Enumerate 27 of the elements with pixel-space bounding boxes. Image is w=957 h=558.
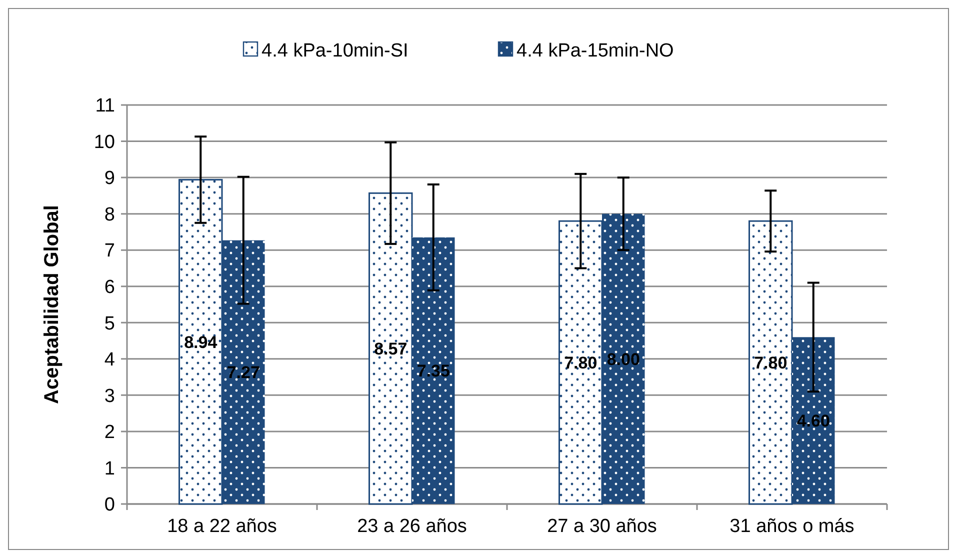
- x-tick-label: 27 a 30 años: [547, 516, 657, 537]
- x-tick-label: 23 a 26 años: [357, 516, 467, 537]
- data-label: 7.80: [754, 353, 788, 372]
- data-label: 8.57: [374, 340, 408, 359]
- x-tick-label: 18 a 22 años: [167, 516, 277, 537]
- data-label: 7.35: [416, 362, 450, 381]
- y-tick-label: 1: [104, 458, 115, 480]
- data-label: 8.94: [184, 332, 218, 352]
- y-tick-label: 0: [104, 494, 115, 516]
- y-tick-label: 5: [104, 313, 115, 334]
- y-tick-label: 4: [104, 350, 116, 371]
- legend-label: 4.4 kPa-15min-NO: [516, 40, 674, 62]
- y-tick-label: 10: [94, 132, 115, 153]
- legend-label: 4.4 kPa-10min-SI: [262, 40, 408, 62]
- x-tick-label: 31 años o más: [730, 516, 854, 537]
- y-tick-label: 9: [104, 168, 115, 190]
- y-tick-label: 6: [104, 277, 115, 298]
- y-axis-title: Aceptabilidad Global: [41, 205, 63, 404]
- y-tick-label: 7: [104, 240, 115, 262]
- data-label: 7.80: [564, 353, 598, 372]
- y-tick-label: 8: [104, 204, 115, 226]
- data-label: 8.00: [606, 350, 640, 369]
- data-label: 4.60: [796, 412, 830, 431]
- data-label: 7.27: [226, 363, 260, 382]
- y-tick-label: 2: [104, 422, 115, 444]
- y-tick-label: 3: [104, 386, 115, 407]
- y-tick-label: 11: [95, 96, 115, 117]
